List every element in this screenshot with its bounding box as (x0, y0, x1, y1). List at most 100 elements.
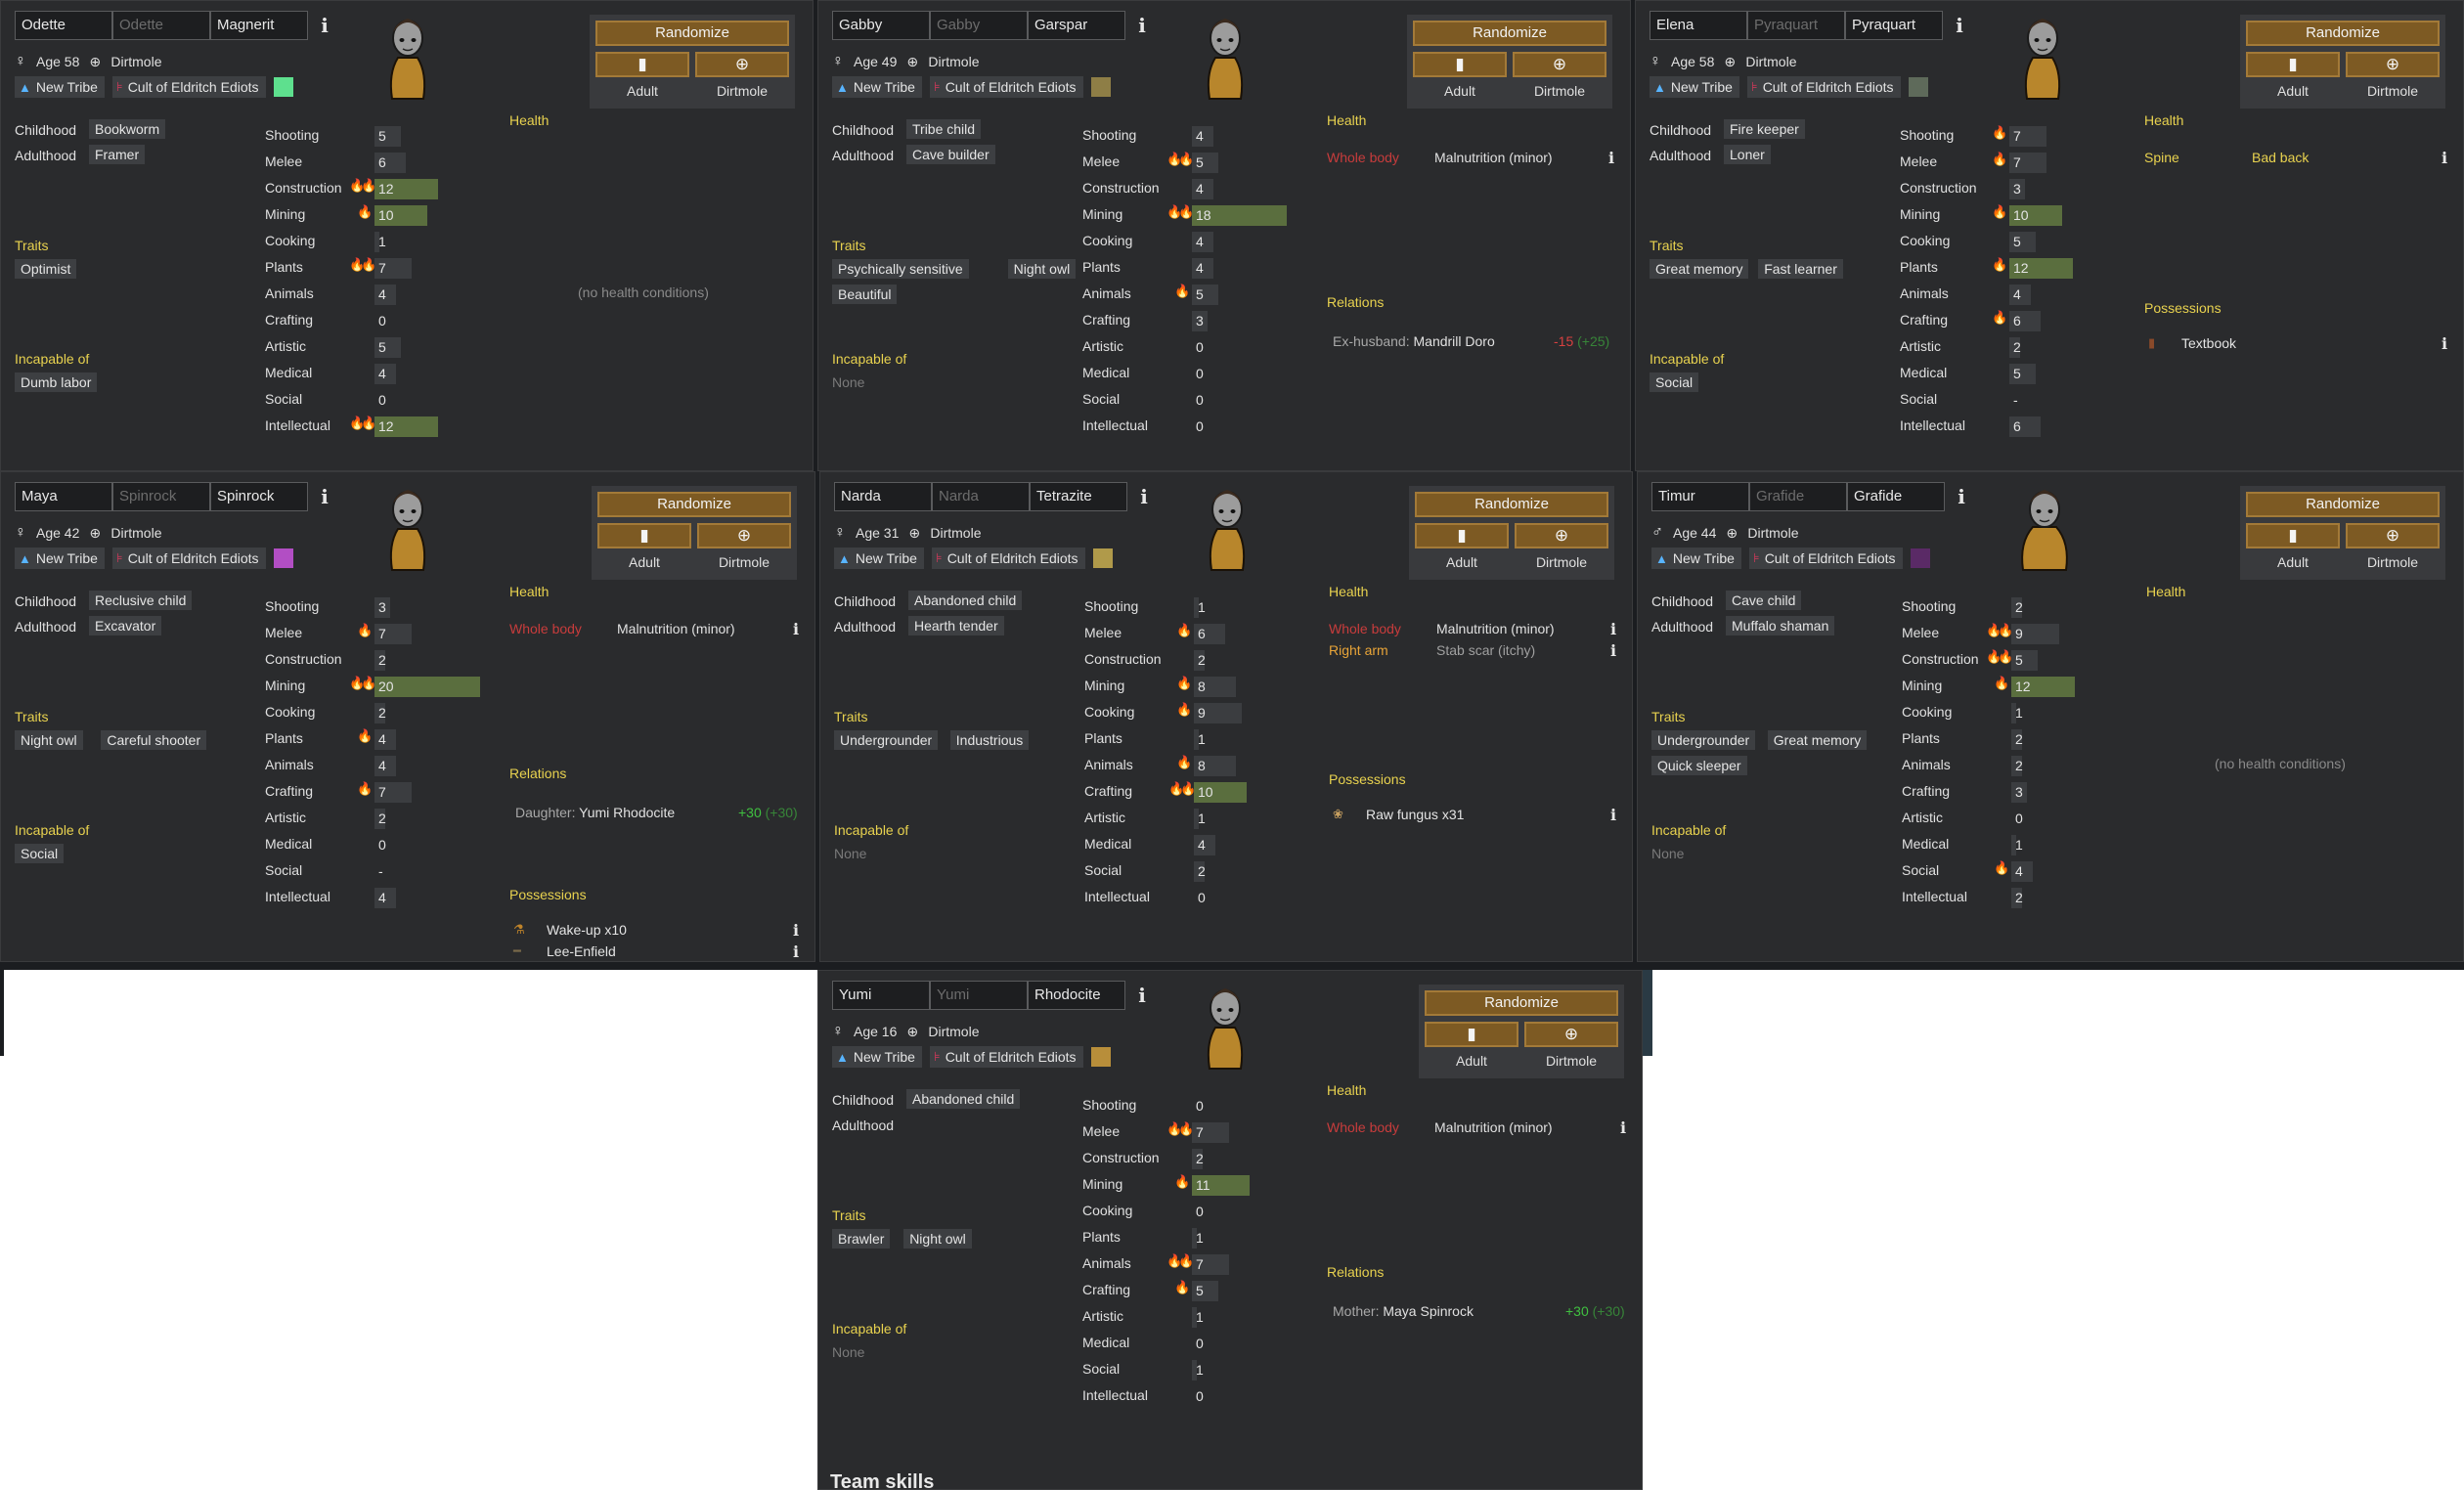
first-name-field[interactable]: Timur (1651, 482, 1749, 511)
health-condition[interactable]: Stab scar (itchy) (1436, 642, 1536, 658)
possession-info-icon[interactable]: i (787, 959, 805, 961)
last-name-field[interactable]: Spinrock (210, 482, 308, 511)
first-name-field[interactable]: Elena (1650, 11, 1747, 40)
possession-item[interactable]: Raw fungus x31 (1366, 807, 1465, 822)
life-stage-button[interactable]: ▮ (595, 52, 689, 77)
life-stage-button[interactable]: ▮ (597, 523, 691, 548)
health-condition[interactable]: Malnutrition (minor) (1434, 150, 1553, 165)
possession-info-icon[interactable]: i (792, 942, 800, 961)
incapable-chip[interactable]: Dumb labor (15, 372, 98, 392)
possession-info-icon[interactable]: i (1609, 806, 1617, 824)
childhood-backstory[interactable]: Abandoned child (908, 591, 1023, 610)
health-info-icon[interactable]: i (2441, 149, 2448, 167)
life-stage-button[interactable]: ▮ (1413, 52, 1507, 77)
adulthood-backstory[interactable]: Hearth tender (908, 616, 1004, 635)
first-name-field[interactable]: Gabby (832, 11, 930, 40)
nickname-field[interactable]: Yumi (930, 981, 1028, 1010)
trait-chip[interactable]: Beautiful (832, 285, 898, 304)
pawn-info-icon[interactable]: i (1138, 984, 1146, 1007)
last-name-field[interactable]: Pyraquart (1845, 11, 1943, 40)
last-name-field[interactable]: Rhodocite (1028, 981, 1125, 1010)
last-name-field[interactable]: Tetrazite (1030, 482, 1127, 511)
pawn-info-icon[interactable]: i (1138, 14, 1146, 37)
adulthood-backstory[interactable]: Muffalo shaman (1726, 616, 1835, 635)
possession-item[interactable]: Wake-up x10 (547, 922, 627, 938)
incapable-chip[interactable]: Social (15, 844, 65, 863)
trait-chip[interactable]: Night owl (15, 730, 83, 750)
incapable-chip[interactable]: Social (1650, 372, 1699, 392)
xenotype-button[interactable]: ⊕ (1513, 52, 1606, 77)
randomize-button[interactable]: Randomize (595, 21, 789, 46)
xenotype-button[interactable]: ⊕ (697, 523, 791, 548)
health-info-icon[interactable]: i (1607, 149, 1615, 167)
randomize-button[interactable]: Randomize (1415, 492, 1608, 517)
xenotype-button[interactable]: ⊕ (2346, 523, 2440, 548)
first-name-field[interactable]: Maya (15, 482, 112, 511)
childhood-backstory[interactable]: Cave child (1726, 591, 1802, 610)
childhood-backstory[interactable]: Abandoned child (906, 1089, 1021, 1109)
possession-info-icon[interactable]: i (2441, 334, 2448, 353)
life-stage-button[interactable]: ▮ (2246, 523, 2340, 548)
first-name-field[interactable]: Yumi (832, 981, 930, 1010)
relation-entry[interactable]: Mother: Maya Spinrock (1333, 1303, 1474, 1319)
pawn-info-icon[interactable]: i (1958, 485, 1965, 508)
trait-chip[interactable]: Night owl (1007, 259, 1077, 279)
pawn-info-icon[interactable]: i (1140, 485, 1148, 508)
health-info-icon[interactable]: i (792, 620, 800, 638)
pawn-info-icon[interactable]: i (321, 485, 329, 508)
trait-chip[interactable]: Undergrounder (1651, 730, 1756, 750)
randomize-button[interactable]: Randomize (1425, 990, 1618, 1016)
childhood-backstory[interactable]: Bookworm (89, 119, 166, 139)
life-stage-button[interactable]: ▮ (1415, 523, 1509, 548)
nickname-field[interactable]: Grafide (1749, 482, 1847, 511)
possession-item[interactable]: Textbook (2181, 335, 2237, 351)
first-name-field[interactable]: Odette (15, 11, 112, 40)
trait-chip[interactable]: Industrious (949, 730, 1030, 750)
trait-chip[interactable]: Brawler (832, 1229, 891, 1249)
health-info-icon[interactable]: i (1619, 1118, 1627, 1137)
adulthood-backstory[interactable]: Cave builder (906, 145, 995, 164)
randomize-button[interactable]: Randomize (2246, 492, 2440, 517)
trait-chip[interactable]: Psychically sensitive (832, 259, 969, 279)
trait-chip[interactable]: Great memory (1650, 259, 1749, 279)
randomize-button[interactable]: Randomize (2246, 21, 2440, 46)
adulthood-backstory[interactable]: Framer (89, 145, 146, 164)
randomize-button[interactable]: Randomize (1413, 21, 1606, 46)
childhood-backstory[interactable]: Reclusive child (89, 591, 193, 610)
pawn-info-icon[interactable]: i (1956, 14, 1963, 37)
trait-chip[interactable]: Night owl (903, 1229, 972, 1249)
trait-chip[interactable]: Fast learner (1758, 259, 1843, 279)
last-name-field[interactable]: Grafide (1847, 482, 1945, 511)
xenotype-button[interactable]: ⊕ (2346, 52, 2440, 77)
trait-chip[interactable]: Great memory (1767, 730, 1868, 750)
health-condition[interactable]: Bad back (2252, 150, 2310, 165)
relation-entry[interactable]: Ex-husband: Mandrill Doro (1333, 333, 1495, 349)
trait-chip[interactable]: Undergrounder (834, 730, 939, 750)
nickname-field[interactable]: Odette (112, 11, 210, 40)
possession-info-icon[interactable]: i (792, 921, 800, 940)
adulthood-backstory[interactable]: Loner (1724, 145, 1771, 164)
trait-chip[interactable]: Careful shooter (101, 730, 207, 750)
life-stage-button[interactable]: ▮ (2246, 52, 2340, 77)
randomize-button[interactable]: Randomize (597, 492, 791, 517)
health-condition[interactable]: Malnutrition (minor) (617, 621, 735, 636)
health-condition[interactable]: Malnutrition (minor) (1434, 1119, 1553, 1135)
possession-item[interactable]: Lee-Enfield (547, 943, 616, 959)
xenotype-button[interactable]: ⊕ (1524, 1022, 1618, 1047)
childhood-backstory[interactable]: Fire keeper (1724, 119, 1805, 139)
nickname-field[interactable]: Spinrock (112, 482, 210, 511)
nickname-field[interactable]: Pyraquart (1747, 11, 1845, 40)
last-name-field[interactable]: Magnerit (210, 11, 308, 40)
last-name-field[interactable]: Garspar (1028, 11, 1125, 40)
childhood-backstory[interactable]: Tribe child (906, 119, 982, 139)
relation-entry[interactable]: Daughter: Yumi Rhodocite (515, 805, 675, 820)
adulthood-backstory[interactable]: Excavator (89, 616, 162, 635)
health-info-icon[interactable]: i (1609, 620, 1617, 638)
nickname-field[interactable]: Narda (932, 482, 1030, 511)
health-info-icon[interactable]: i (1609, 641, 1617, 660)
first-name-field[interactable]: Narda (834, 482, 932, 511)
trait-chip[interactable]: Optimist (15, 259, 77, 279)
life-stage-button[interactable]: ▮ (1425, 1022, 1518, 1047)
nickname-field[interactable]: Gabby (930, 11, 1028, 40)
pawn-info-icon[interactable]: i (321, 14, 329, 37)
